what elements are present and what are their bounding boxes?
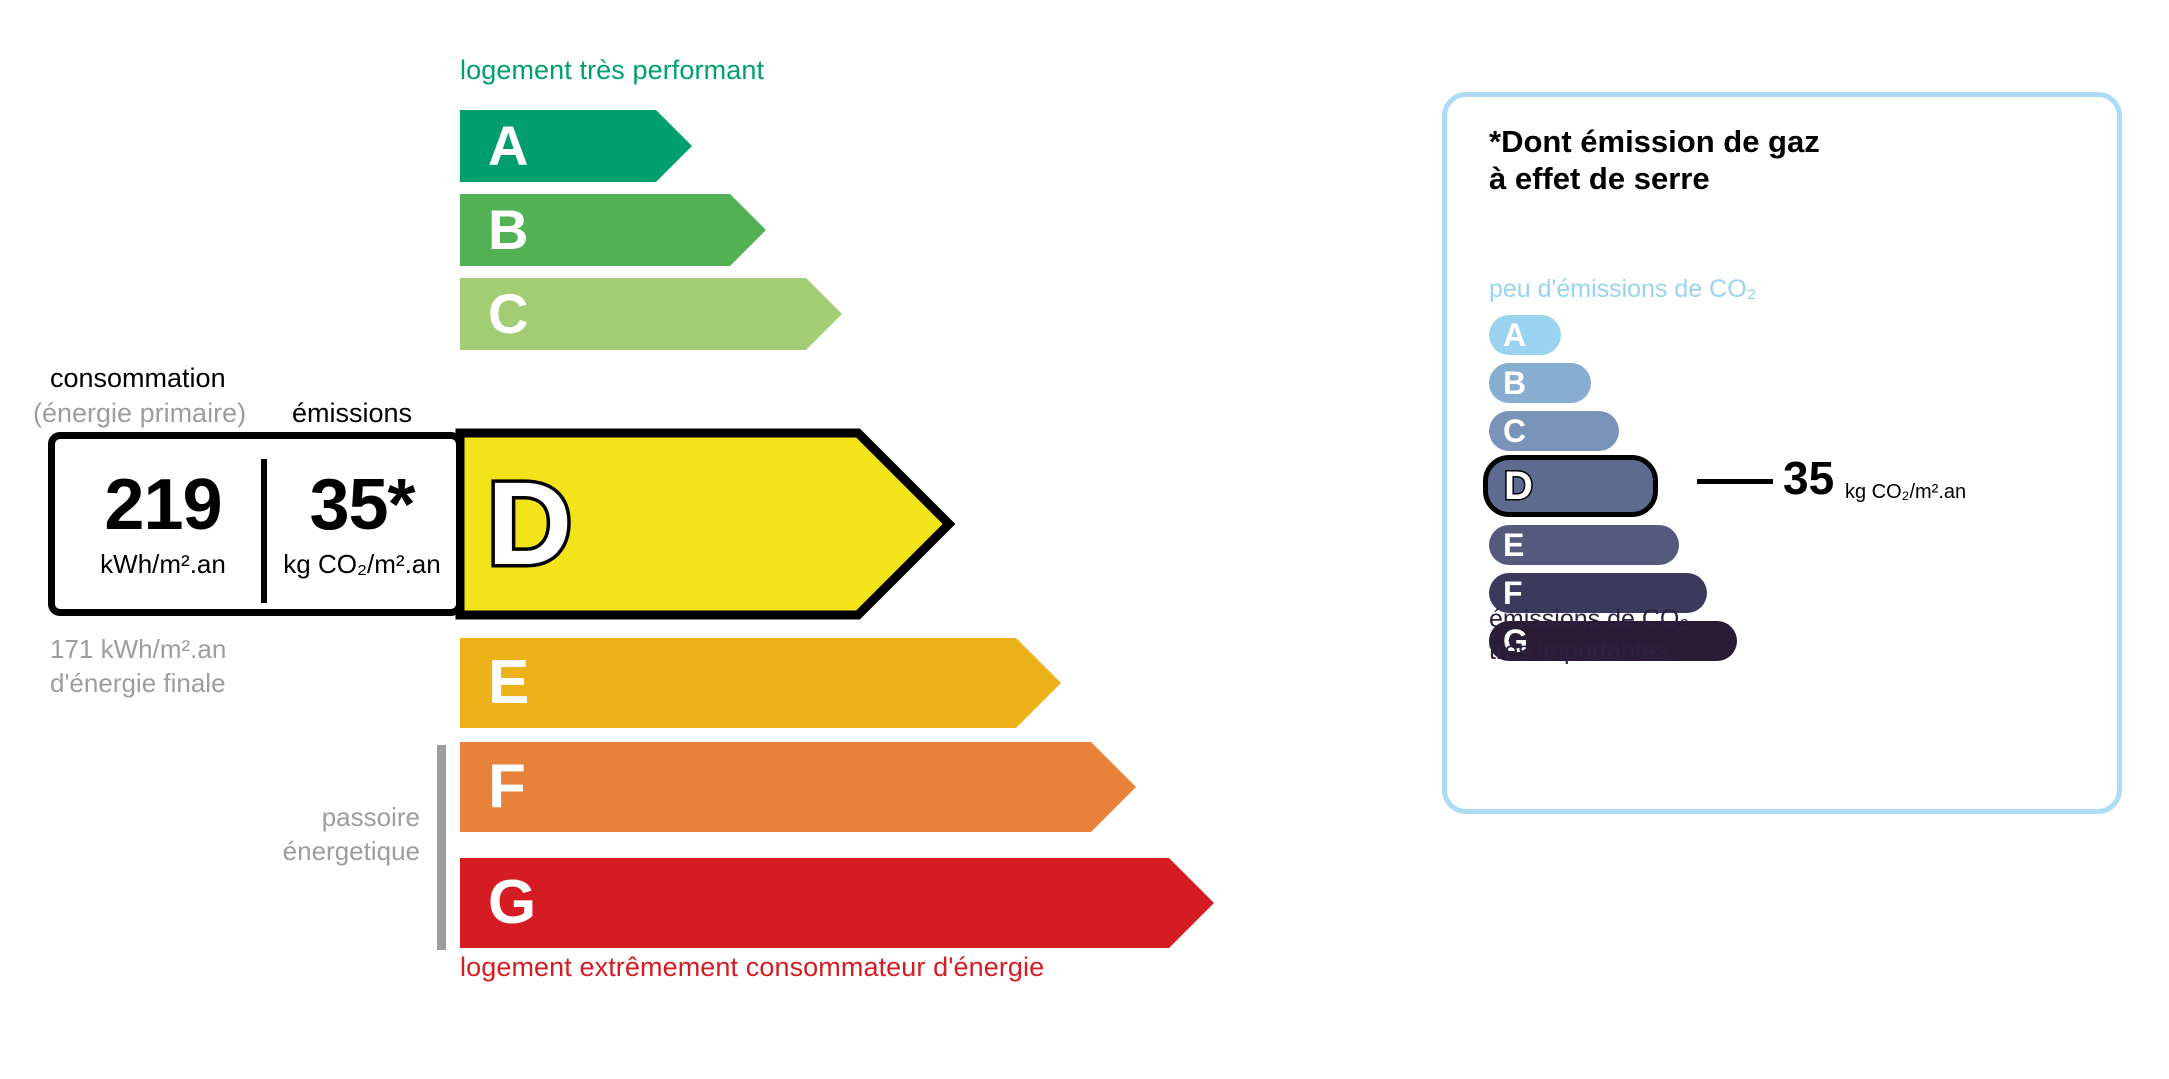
co2-title-line2: à effet de serre (1489, 161, 1710, 196)
energy-top-caption: logement très performant (460, 55, 765, 85)
final-energy-value: 171 kWh/m².an (50, 634, 227, 664)
energy-class-row-a[interactable]: A (460, 110, 692, 182)
co2-title-line1: *Dont émission de gaz (1489, 124, 1820, 159)
energy-arrow-a (460, 110, 692, 182)
co2-class-letter-f: F (1503, 575, 1523, 611)
energy-bottom-caption: logement extrêmement consommateur d'éner… (460, 952, 1045, 982)
co2-class-letter-e: E (1503, 527, 1525, 563)
energy-class-row-b[interactable]: B (460, 194, 766, 266)
label-consommation: consommation (50, 363, 226, 393)
co2-bottom-line1: émissions de CO₂ (1489, 605, 1690, 633)
co2-class-bar-c[interactable]: C (1489, 411, 1619, 451)
energy-rating-ladder: logement très performant A B C D E (33, 55, 1214, 982)
energy-arrow-c (460, 278, 842, 350)
co2-panel-title: *Dont émission de gaz à effet de serre (1489, 123, 1820, 197)
energy-class-letter-d: D (483, 458, 575, 590)
energy-arrow-b (460, 194, 766, 266)
co2-class-letter-d: D (1503, 464, 1535, 508)
co2-bottom-caption: émissions de CO₂ très importantes (1489, 603, 1689, 667)
co2-class-bar-a[interactable]: A (1489, 315, 1561, 355)
energy-class-letter-a: A (488, 114, 529, 177)
consumption-unit: kWh/m².an (100, 549, 226, 579)
consumption-emission-box: 219 kWh/m².an 35* kg CO₂/m².an (48, 432, 463, 616)
final-energy-label: d'énergie finale (50, 668, 226, 698)
co2-class-letter-g: G (1503, 623, 1528, 659)
co2-class-letter-b: B (1503, 365, 1527, 401)
energy-arrow-f (460, 742, 1136, 832)
co2-top-caption: peu d'émissions de CO₂ (1489, 275, 1757, 303)
energy-arrow-e (460, 638, 1061, 728)
consumption-value-cell: 219 kWh/m².an (65, 467, 261, 581)
co2-class-bar-g[interactable]: G (1489, 621, 1737, 661)
passoire-line2: énergetique (282, 836, 420, 866)
energy-class-row-g[interactable]: G (460, 858, 1214, 948)
co2-bottom-line2: très importantes (1489, 637, 1669, 665)
emission-unit: kg CO₂/m².an (283, 549, 441, 579)
co2-emissions-panel: *Dont émission de gaz à effet de serre p… (1442, 92, 2122, 814)
label-emissions: émissions (292, 398, 413, 428)
co2-value-leader-line (1697, 479, 1773, 484)
co2-class-letter-c: C (1503, 413, 1527, 449)
energy-class-letter-b: B (488, 198, 529, 261)
passoire-energetique-label: passoire énergetique (150, 800, 420, 868)
final-energy-note: 171 kWh/m².an d'énergie finale (50, 632, 226, 700)
box-divider (261, 459, 267, 603)
co2-class-bar-b[interactable]: B (1489, 363, 1591, 403)
co2-class-bar-d[interactable]: D (1483, 455, 1658, 517)
energy-class-row-f[interactable]: F (460, 742, 1136, 832)
emission-value: 35* (309, 465, 415, 545)
energy-class-letter-e: E (488, 648, 530, 717)
consumption-value: 219 (104, 465, 222, 545)
co2-value-unit: kg CO₂/m².an (1845, 481, 1967, 503)
energy-class-row-c[interactable]: C (460, 278, 842, 350)
emission-value-cell: 35* kg CO₂/m².an (267, 467, 457, 581)
passoire-bracket (437, 745, 446, 950)
co2-class-letter-a: A (1503, 317, 1527, 353)
energy-class-row-d[interactable]: D (455, 428, 956, 620)
energy-class-row-e[interactable]: E (460, 638, 1061, 728)
passoire-line1: passoire (321, 802, 420, 832)
label-energie-primaire: (énergie primaire) (33, 398, 247, 428)
energy-class-letter-c: C (488, 282, 529, 345)
energy-class-letter-g: G (488, 868, 537, 937)
energy-class-letter-f: F (488, 752, 526, 821)
co2-class-bar-e[interactable]: E (1489, 525, 1679, 565)
energy-arrow-g (460, 858, 1214, 948)
co2-value: 35 (1783, 452, 1835, 504)
co2-class-bar-f[interactable]: F (1489, 573, 1707, 613)
